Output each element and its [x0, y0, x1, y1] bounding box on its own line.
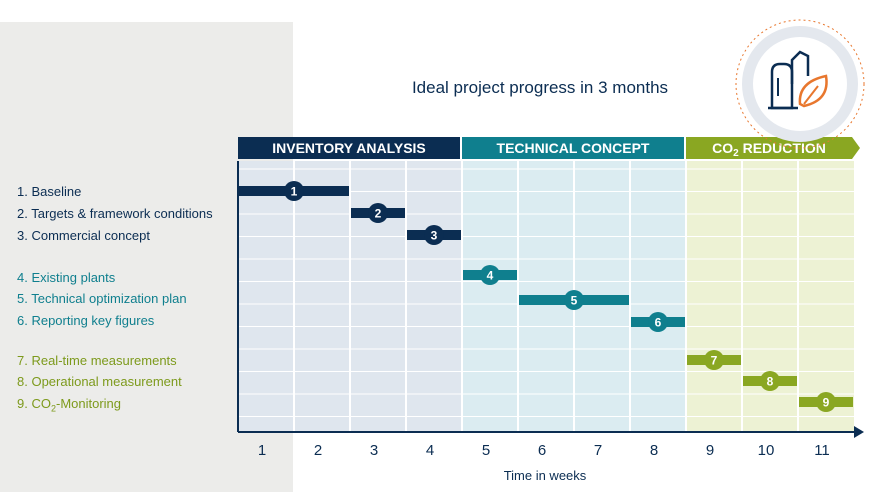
x-tick-label: 4 [426, 442, 434, 459]
task-marker-label-2: 2 [375, 207, 382, 221]
phase-header-3 [686, 137, 860, 159]
legend-item-3: 3. Commercial concept [17, 228, 150, 243]
x-tick-label: 10 [758, 442, 775, 459]
leaf-icon [798, 74, 828, 108]
task-marker-3 [424, 225, 444, 245]
x-tick-label: 9 [706, 442, 714, 459]
leaf-icon-vein [803, 85, 819, 105]
x-tick-label: 7 [594, 442, 602, 459]
legend-item-4: 4. Existing plants [17, 270, 116, 285]
icon-dashed-ring [735, 19, 865, 149]
x-tick-label: 5 [482, 442, 490, 459]
x-tick-label: 11 [814, 442, 830, 459]
task-marker-label-1: 1 [291, 185, 298, 199]
legend-item-8: 8. Operational measurement [17, 374, 182, 389]
x-tick-label: 3 [370, 442, 378, 459]
task-marker-6 [648, 312, 668, 332]
phase-header-1 [238, 137, 460, 159]
phase-background-3 [686, 161, 854, 432]
task-marker-label-3: 3 [431, 229, 438, 243]
phase-header-label-2: TECHNICAL CONCEPT [497, 140, 650, 156]
x-tick-label: 6 [538, 442, 546, 459]
x-tick-label: 1 [258, 442, 266, 459]
x-axis-label: Time in weeks [503, 468, 587, 483]
legend-item-1: 1. Baseline [17, 184, 82, 199]
task-marker-label-6: 6 [655, 316, 662, 330]
task-marker-5 [564, 290, 584, 310]
task-marker-label-8: 8 [767, 375, 774, 389]
legend-item-6: 6. Reporting key figures [17, 313, 155, 328]
x-tick-label: 2 [314, 442, 322, 459]
phase-header-label-1: INVENTORY ANALYSIS [272, 140, 426, 156]
task-marker-label-7: 7 [711, 354, 718, 368]
factory-icon-chimney [790, 50, 810, 84]
task-marker-4 [480, 265, 500, 285]
phase-header-label-3: CO2 REDUCTION [712, 140, 826, 159]
legend-item-2: 2. Targets & framework conditions [17, 206, 213, 221]
task-marker-1 [284, 181, 304, 201]
phase-header-2 [462, 137, 684, 159]
x-axis-arrow [854, 426, 864, 438]
task-marker-2 [368, 203, 388, 223]
task-marker-label-4: 4 [487, 269, 494, 283]
task-marker-label-5: 5 [571, 294, 578, 308]
chart-title: Ideal project progress in 3 months [411, 78, 669, 97]
x-tick-label: 8 [650, 442, 658, 459]
task-marker-label-9: 9 [823, 396, 830, 410]
task-marker-8 [760, 371, 780, 391]
task-marker-9 [816, 392, 836, 412]
legend-item-7: 7. Real-time measurements [17, 353, 177, 368]
legend-item-9: 9. CO2-Monitoring [17, 396, 122, 414]
legend-item-5: 5. Technical optimization plan [17, 291, 187, 306]
task-marker-7 [704, 350, 724, 370]
